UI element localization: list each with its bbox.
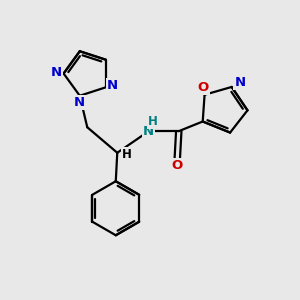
Text: N: N — [74, 96, 85, 109]
Text: O: O — [172, 160, 183, 172]
Text: N: N — [235, 76, 246, 89]
Text: H: H — [148, 115, 158, 128]
Text: N: N — [143, 125, 154, 138]
Text: N: N — [107, 79, 118, 92]
Text: N: N — [50, 65, 62, 79]
Text: H: H — [122, 148, 132, 161]
Text: O: O — [197, 81, 209, 94]
